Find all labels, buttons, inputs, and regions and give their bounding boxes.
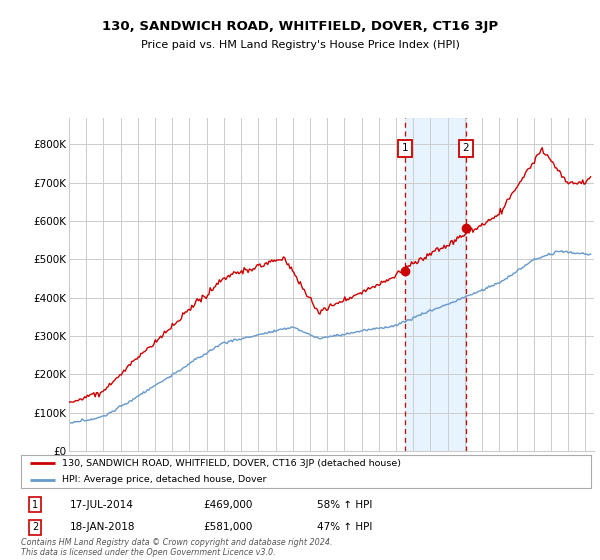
- Text: 1: 1: [32, 500, 38, 510]
- Text: 2: 2: [32, 522, 38, 533]
- Text: 18-JAN-2018: 18-JAN-2018: [70, 522, 135, 533]
- Text: 130, SANDWICH ROAD, WHITFIELD, DOVER, CT16 3JP: 130, SANDWICH ROAD, WHITFIELD, DOVER, CT…: [102, 20, 498, 32]
- Text: 58% ↑ HPI: 58% ↑ HPI: [317, 500, 373, 510]
- Text: £469,000: £469,000: [203, 500, 253, 510]
- Text: 1: 1: [402, 143, 409, 153]
- Text: 17-JUL-2014: 17-JUL-2014: [70, 500, 133, 510]
- Text: Contains HM Land Registry data © Crown copyright and database right 2024.
This d: Contains HM Land Registry data © Crown c…: [21, 538, 332, 557]
- Text: 47% ↑ HPI: 47% ↑ HPI: [317, 522, 373, 533]
- Text: £581,000: £581,000: [203, 522, 253, 533]
- Bar: [406, 118, 466, 451]
- Text: Price paid vs. HM Land Registry's House Price Index (HPI): Price paid vs. HM Land Registry's House …: [140, 40, 460, 50]
- Text: HPI: Average price, detached house, Dover: HPI: Average price, detached house, Dove…: [62, 475, 266, 484]
- Text: 2: 2: [463, 143, 469, 153]
- Text: 130, SANDWICH ROAD, WHITFIELD, DOVER, CT16 3JP (detached house): 130, SANDWICH ROAD, WHITFIELD, DOVER, CT…: [62, 459, 401, 468]
